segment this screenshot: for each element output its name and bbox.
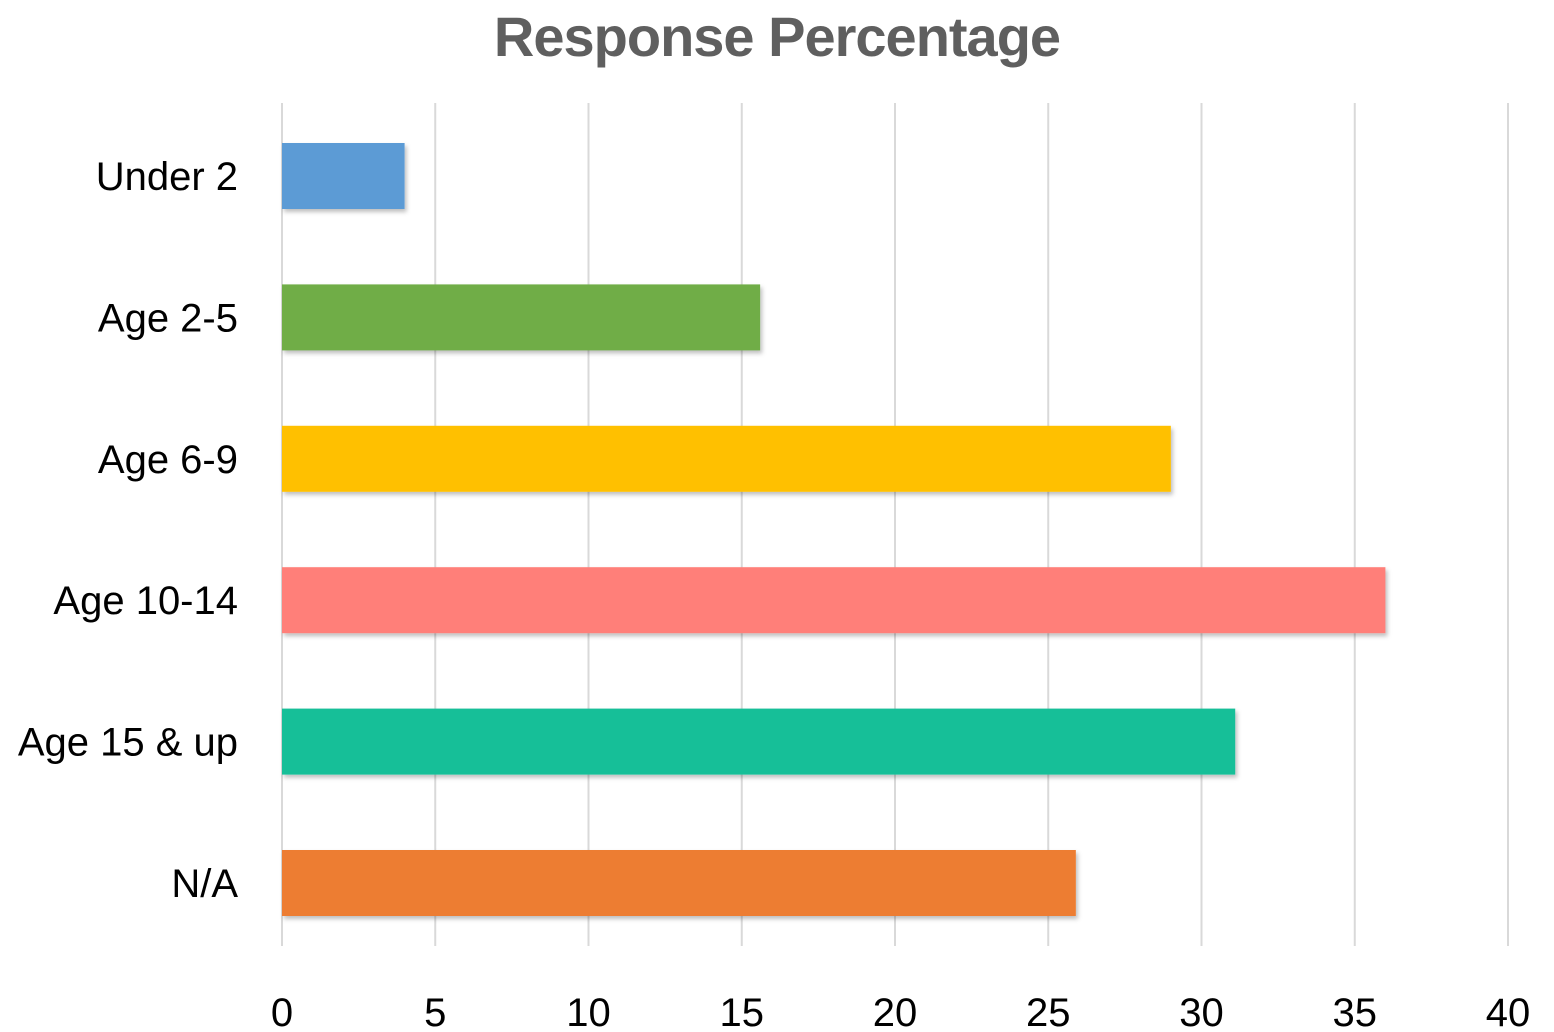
bar: [282, 425, 1171, 492]
category-label: Age 2-5: [98, 296, 238, 340]
x-tick-label: 15: [720, 991, 765, 1032]
bar: [282, 143, 405, 209]
category-label: Under 2: [96, 155, 238, 199]
bars: [282, 143, 1386, 916]
bar: [282, 850, 1076, 916]
category-label: Age 15 & up: [18, 721, 238, 765]
x-tick-label: 10: [566, 991, 611, 1032]
grid-lines: [281, 103, 1509, 946]
bar: [282, 708, 1236, 775]
bar: [282, 567, 1386, 634]
category-labels: Under 2 Age 2-5 Age 6-9 Age 10-14 Age 15 & u…: [18, 155, 239, 906]
chart-title: Response Percentage: [493, 5, 1061, 68]
x-tick-label: 35: [1333, 991, 1378, 1032]
x-tick-label: 20: [873, 991, 918, 1032]
x-tick-label: 5: [424, 991, 446, 1032]
x-tick-label: 25: [1026, 991, 1071, 1032]
x-tick-label: 30: [1179, 991, 1224, 1032]
category-label: Age 10-14: [53, 579, 238, 623]
category-label: N/A: [171, 862, 238, 906]
x-tick-label: 40: [1486, 991, 1531, 1032]
x-axis-tick-labels: 0 5 10 15 20 25 30 35 40: [271, 991, 1530, 1032]
bar: [282, 284, 761, 351]
x-tick-label: 0: [271, 991, 293, 1032]
category-label: Age 6-9: [98, 438, 238, 482]
